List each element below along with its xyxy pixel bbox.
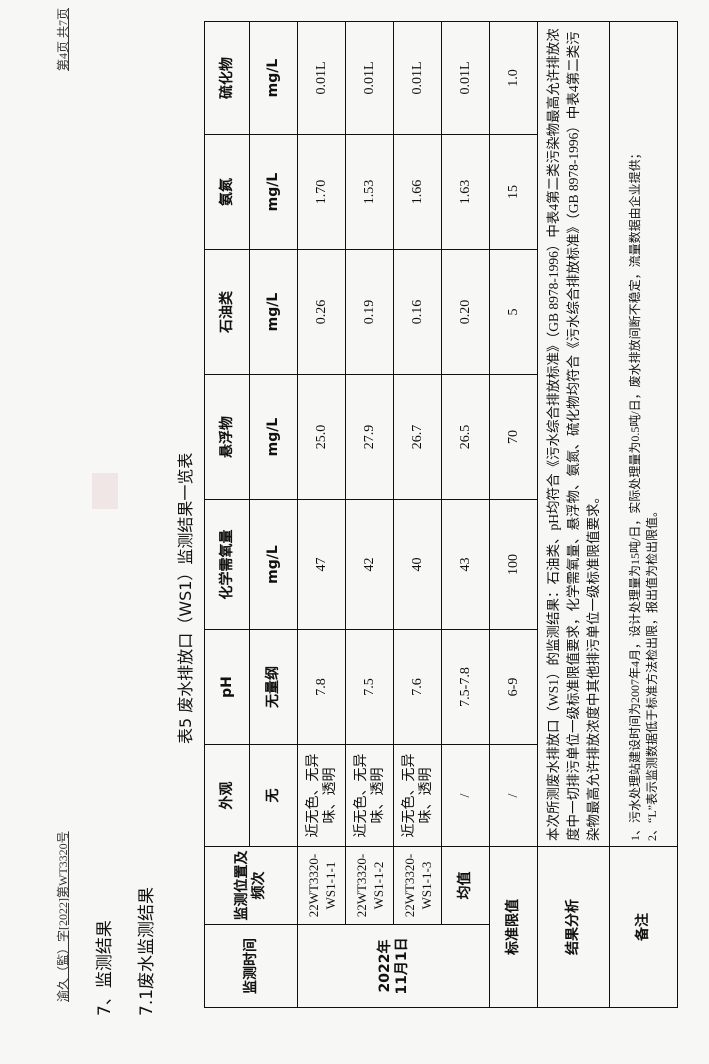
value-cell: 0.26: [297, 249, 346, 375]
sample-id: 22WT3320-WS1-1-3: [393, 846, 442, 925]
value-cell: 7.6: [393, 629, 442, 745]
header-param: 石油类: [204, 249, 250, 375]
header-param: 氨氮: [204, 134, 250, 250]
value-cell: 0.01L: [297, 21, 346, 135]
standard-cell: 6-9: [489, 629, 538, 745]
value-cell: 7.8: [297, 629, 346, 745]
unit-cell: 无量纲: [249, 629, 298, 745]
subsection-heading: 7.1废水监测结果: [137, 886, 157, 1016]
remarks-label: 备注: [609, 846, 678, 1008]
unit-cell: 无: [249, 744, 298, 847]
table-row: 2022年 11月1日 22WT3320-WS1-1-1 近无色、无异味、透明 7.8…: [297, 21, 490, 1008]
page-info: 第4页 共7页: [56, 8, 70, 72]
mean-cell: 43: [441, 499, 490, 630]
standard-cell: /: [489, 744, 538, 847]
value-cell: 1.53: [345, 134, 394, 250]
table-row: 22WT3320-WS1-1-3 近无色、无异味、透明 7.6 40 26.7 0.16 1…: [393, 21, 442, 1008]
value-cell: 7.5: [345, 629, 394, 745]
mean-cell: 26.5: [441, 374, 490, 500]
value-cell: 47: [297, 499, 346, 630]
table-row: 22WT3320-WS1-1-2 近无色、无异味、透明 7.5 42 27.9 0.19 1…: [345, 21, 394, 1008]
mean-label: 均值: [441, 846, 490, 925]
header-param: 悬浮物: [204, 374, 250, 500]
standard-cell: 100: [489, 499, 538, 630]
sample-id: 22WT3320-WS1-1-1: [297, 846, 346, 925]
standard-cell: 5: [489, 249, 538, 375]
mean-cell: 1.63: [441, 134, 490, 250]
value-cell: 0.01L: [345, 21, 394, 135]
unit-cell: mg/L: [249, 21, 298, 135]
header-param: 化学需氧量: [204, 499, 250, 630]
header-param: 外观: [204, 744, 250, 847]
value-cell: 1.70: [297, 134, 346, 250]
mean-cell: /: [441, 744, 490, 847]
unit-cell: mg/L: [249, 249, 298, 375]
standard-cell: 70: [489, 374, 538, 500]
mean-cell: 0.20: [441, 249, 490, 375]
value-cell: 近无色、无异味、透明: [297, 744, 346, 847]
value-cell: 26.7: [393, 374, 442, 500]
value-cell: 25.0: [297, 374, 346, 500]
mean-cell: 7.5-7.8: [441, 629, 490, 745]
sample-id: 22WT3320-WS1-1-2: [345, 846, 394, 925]
table-title: 表5 废水排放口（WS1）监测结果一览表: [176, 452, 195, 744]
standard-cell: 15: [489, 134, 538, 250]
standard-cell: 1.0: [489, 21, 538, 135]
section-heading: 7、监测结果: [95, 920, 115, 1016]
header-param: 硫化物: [204, 21, 250, 135]
remarks-text: 1、污水处理站建设时间为2007年4月，设计处理量为15吨/日，实际处理量为0.…: [609, 21, 678, 847]
mean-cell: 0.01L: [441, 21, 490, 135]
remark-line: 1、污水处理站建设时间为2007年4月，设计处理量为15吨/日，实际处理量为0.…: [627, 147, 642, 841]
header-time: 监测时间: [204, 924, 298, 1008]
remarks-row: 备注 1、污水处理站建设时间为2007年4月，设计处理量为15吨/日，实际处理量…: [609, 21, 678, 1008]
mean-row: 均值/7.5-7.8 43 26.5 0.20 1.63 0.01L: [441, 21, 490, 1008]
unit-cell: mg/L: [249, 134, 298, 250]
value-cell: 0.01L: [393, 21, 442, 135]
header-param: pH: [204, 629, 250, 745]
header-position: 监测位置及频次: [204, 846, 298, 925]
value-cell: 近无色、无异味、透明: [393, 744, 442, 847]
stamp-mark: [92, 473, 118, 509]
analysis-label: 结果分析: [537, 846, 610, 1008]
date-cell: 2022年 11月1日: [297, 924, 490, 1008]
analysis-text: 本次所测废水排放口（WS1）的监测结果：石油类、pH均符合《污水综合排放标准》（…: [537, 21, 610, 847]
analysis-row: 结果分析 本次所测废水排放口（WS1）的监测结果：石油类、pH均符合《污水综合排…: [537, 21, 610, 1008]
value-cell: 0.19: [345, 249, 394, 375]
standard-row: 标准限值 / 6-9 100 70 5 15 1.0: [489, 21, 538, 1008]
unit-cell: mg/L: [249, 499, 298, 630]
value-cell: 1.66: [393, 134, 442, 250]
value-cell: 40: [393, 499, 442, 630]
document-number: 渝久（監）字[2022]第WT3320号: [56, 831, 70, 1002]
header-row: 监测时间 监测位置及频次 外观 pH 化学需氧量 悬浮物 石油类 氨氮 硫化物: [204, 21, 298, 1008]
value-cell: 近无色、无异味、透明: [345, 744, 394, 847]
results-table: 监测时间 监测位置及频次 外观 pH 化学需氧量 悬浮物 石油类 氨氮 硫化物 …: [204, 21, 678, 1008]
value-cell: 27.9: [345, 374, 394, 500]
standard-label: 标准限值: [489, 846, 538, 1008]
value-cell: 0.16: [393, 249, 442, 375]
value-cell: 42: [345, 499, 394, 630]
remark-line: 2、“L”表示监测数据低于标准方法检出限，报出值为检出限值。: [644, 505, 659, 841]
unit-cell: mg/L: [249, 374, 298, 500]
